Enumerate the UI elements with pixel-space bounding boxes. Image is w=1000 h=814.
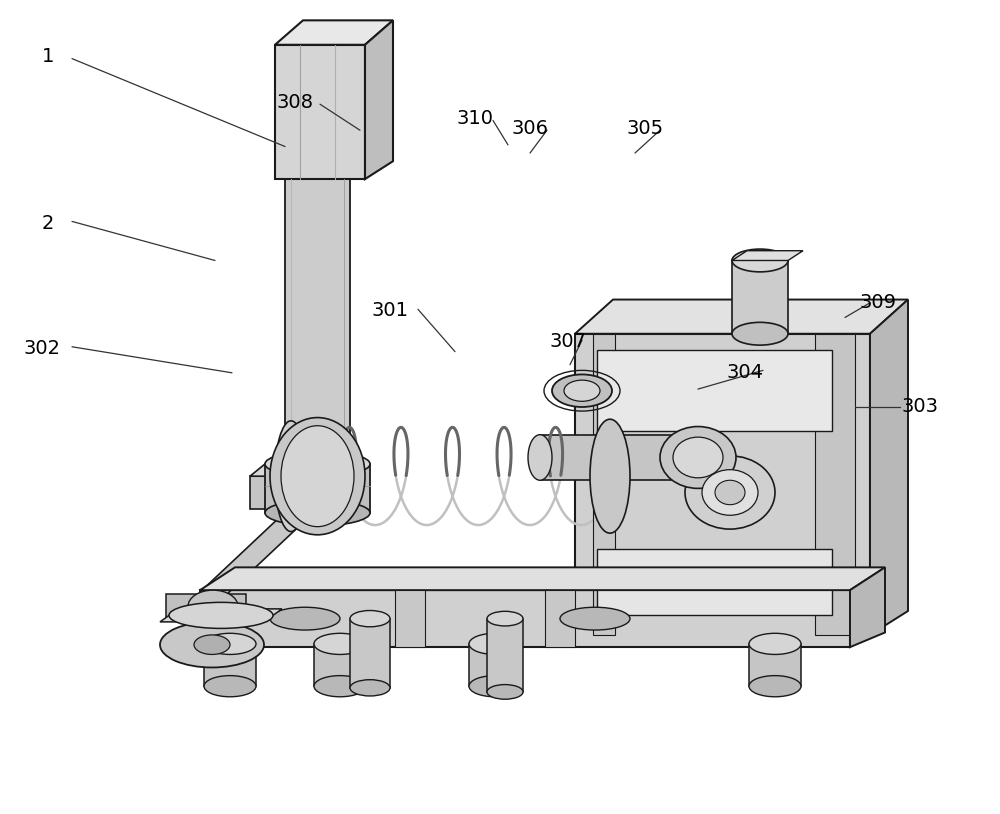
- Ellipse shape: [560, 607, 630, 630]
- Bar: [732, 260, 788, 334]
- Ellipse shape: [469, 676, 521, 697]
- Ellipse shape: [265, 451, 370, 477]
- Bar: [540, 435, 720, 480]
- Ellipse shape: [708, 435, 732, 480]
- Bar: [204, 644, 256, 686]
- Bar: [597, 549, 832, 615]
- Bar: [575, 334, 870, 635]
- Polygon shape: [250, 464, 355, 476]
- Ellipse shape: [749, 633, 801, 654]
- Ellipse shape: [732, 249, 788, 272]
- Ellipse shape: [469, 633, 521, 654]
- Bar: [166, 594, 246, 619]
- Text: 301: 301: [372, 301, 409, 321]
- Text: 307: 307: [550, 332, 586, 352]
- Ellipse shape: [314, 633, 366, 654]
- Bar: [350, 619, 390, 688]
- Ellipse shape: [204, 676, 256, 697]
- Ellipse shape: [204, 633, 256, 654]
- Polygon shape: [200, 567, 885, 590]
- Polygon shape: [200, 499, 316, 604]
- Bar: [250, 476, 340, 509]
- Ellipse shape: [590, 419, 630, 533]
- Bar: [314, 644, 366, 686]
- Polygon shape: [365, 20, 393, 179]
- Polygon shape: [732, 251, 803, 260]
- Ellipse shape: [685, 456, 775, 529]
- Text: 308: 308: [276, 93, 314, 112]
- Text: 306: 306: [512, 119, 548, 138]
- Polygon shape: [275, 20, 393, 45]
- Ellipse shape: [487, 611, 523, 626]
- Text: 309: 309: [860, 293, 896, 313]
- Ellipse shape: [350, 680, 390, 696]
- Ellipse shape: [702, 470, 758, 515]
- Text: 305: 305: [626, 119, 664, 138]
- Ellipse shape: [350, 610, 390, 627]
- Ellipse shape: [660, 427, 736, 488]
- Text: 304: 304: [726, 363, 764, 383]
- Ellipse shape: [528, 435, 552, 480]
- Bar: [815, 334, 855, 635]
- Text: 303: 303: [902, 397, 938, 417]
- Ellipse shape: [749, 676, 801, 697]
- Bar: [749, 644, 801, 686]
- Polygon shape: [870, 300, 908, 635]
- Ellipse shape: [160, 622, 264, 667]
- Bar: [545, 590, 575, 647]
- Bar: [597, 350, 832, 431]
- Bar: [593, 334, 615, 635]
- Bar: [275, 45, 365, 179]
- Ellipse shape: [270, 607, 340, 630]
- Ellipse shape: [564, 380, 600, 401]
- Ellipse shape: [673, 437, 723, 478]
- Ellipse shape: [270, 418, 365, 535]
- Bar: [395, 590, 425, 647]
- Polygon shape: [850, 567, 885, 647]
- Ellipse shape: [265, 500, 370, 526]
- Ellipse shape: [194, 635, 230, 654]
- Ellipse shape: [487, 685, 523, 699]
- Ellipse shape: [275, 421, 307, 532]
- Ellipse shape: [169, 602, 273, 628]
- Text: 310: 310: [456, 108, 494, 128]
- Ellipse shape: [188, 590, 238, 623]
- Ellipse shape: [281, 426, 354, 527]
- Bar: [265, 464, 370, 513]
- Text: 1: 1: [42, 47, 54, 67]
- Bar: [469, 644, 521, 686]
- Polygon shape: [575, 300, 908, 334]
- Bar: [487, 619, 523, 692]
- Ellipse shape: [314, 676, 366, 697]
- Bar: [200, 590, 850, 647]
- Text: 2: 2: [42, 214, 54, 234]
- Ellipse shape: [715, 480, 745, 505]
- Bar: [285, 179, 350, 464]
- Ellipse shape: [732, 322, 788, 345]
- Polygon shape: [160, 609, 282, 622]
- Ellipse shape: [552, 374, 612, 407]
- Text: 302: 302: [24, 339, 60, 358]
